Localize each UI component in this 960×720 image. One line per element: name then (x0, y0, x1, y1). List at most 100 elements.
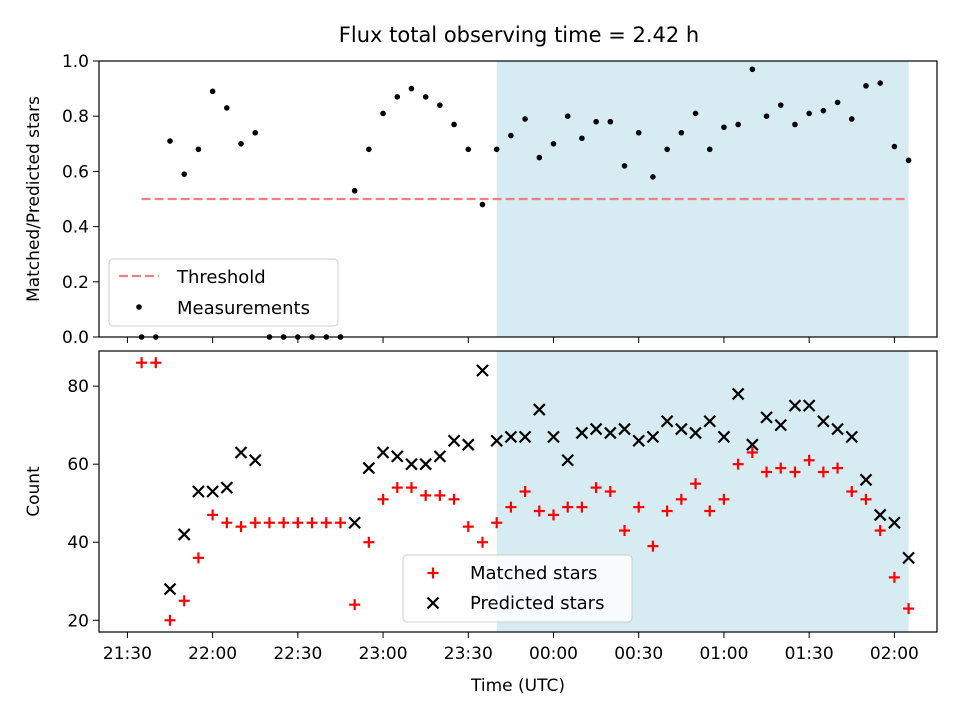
measurement-point (820, 107, 827, 114)
matched-point (136, 357, 148, 369)
measurement-point (848, 116, 855, 122)
matched-point (647, 540, 659, 552)
matched-point (420, 489, 432, 501)
predicted-point (888, 516, 901, 530)
marker-stroke (902, 551, 915, 565)
predicted-point (703, 414, 717, 428)
matched-point (505, 501, 517, 513)
y-tick-label: 0.2 (62, 273, 89, 293)
marker-stroke (632, 434, 646, 448)
legend-measurements-label: Measurements (177, 298, 310, 319)
matched-point (732, 458, 744, 470)
matched-point (306, 517, 318, 529)
measurement-point (536, 154, 543, 161)
legend-bottom: Matched stars Predicted stars (402, 554, 633, 623)
predicted-point (390, 450, 404, 463)
y-tick-label: 0.0 (62, 328, 89, 348)
measurement-point (607, 118, 614, 125)
measurement-point (195, 146, 202, 153)
predicted-point (462, 438, 475, 451)
predicted-point (192, 485, 205, 498)
matched-point (434, 489, 446, 501)
y-tick-label: 20 (67, 611, 89, 631)
predicted-point (447, 434, 461, 448)
axes-frame (98, 60, 938, 338)
measurement-point (493, 146, 500, 153)
predicted-point (746, 438, 759, 451)
marker-stroke (873, 508, 887, 522)
predicted-point (788, 399, 802, 412)
matched-point (604, 486, 616, 497)
x-axis-label: Time (UTC) (470, 676, 565, 696)
matched-point (718, 493, 730, 505)
marker-stroke (717, 430, 731, 444)
measurement-point (351, 187, 358, 194)
predicted-point (561, 453, 574, 467)
measurement-point (422, 94, 429, 100)
matched-point (661, 505, 673, 517)
predicted-point (604, 426, 617, 440)
measurement-point (721, 124, 727, 131)
matched-point (633, 501, 645, 513)
marker-stroke (575, 426, 589, 440)
x-tick-label: 22:30 (273, 644, 322, 664)
predicted-point (177, 528, 191, 541)
predicted-point (234, 446, 248, 459)
marker-stroke (604, 426, 617, 440)
matched-point (846, 486, 858, 497)
predicted-point (902, 551, 915, 565)
matched-point (491, 517, 503, 529)
marker-stroke (561, 453, 574, 467)
measurement-point (621, 163, 628, 169)
y-tick-label: 60 (67, 455, 89, 475)
measurement-point (792, 121, 798, 128)
predicted-point (717, 430, 731, 444)
matched-point (761, 466, 773, 478)
matched-point (363, 536, 375, 548)
measurement-point (366, 146, 372, 153)
matched-point (278, 517, 290, 529)
y-tick-label: 80 (67, 377, 89, 397)
matched-point (150, 357, 162, 369)
matched-point (874, 525, 886, 537)
matched-point (789, 466, 801, 478)
marker-stroke (760, 411, 773, 424)
x-tick-label: 23:30 (444, 644, 493, 664)
matched-point (377, 493, 389, 505)
matched-point (860, 493, 872, 505)
matched-point (817, 466, 829, 478)
y-tick-label: 1.0 (62, 52, 89, 72)
matched-point (405, 482, 417, 494)
measurement-point (508, 132, 514, 139)
marker-stroke (476, 364, 489, 377)
marker-stroke (660, 414, 674, 428)
marker-stroke (362, 461, 376, 475)
matched-point (704, 505, 716, 517)
matched-point (178, 595, 190, 607)
y-tick-label: 0.6 (62, 162, 89, 182)
marker-stroke (419, 457, 432, 471)
measurement-point (465, 146, 472, 153)
measurement-point (238, 141, 244, 147)
legend-top: Threshold Measurements (108, 258, 339, 327)
measurement-point (763, 113, 770, 119)
measurement-point (451, 121, 457, 128)
x-tick-label: 01:00 (699, 644, 748, 664)
predicted-point (575, 426, 589, 440)
marker-stroke (703, 414, 717, 428)
matched-point (619, 525, 631, 537)
matched-point (221, 517, 233, 529)
marker-stroke (533, 403, 546, 416)
marker-stroke (817, 414, 830, 428)
matched-point (548, 509, 560, 521)
predicted-point (163, 582, 177, 596)
matched-point (249, 517, 261, 529)
y-axis-label: Matched/Predicted stars (24, 96, 44, 302)
measurement-point (635, 129, 642, 136)
y-tick-label: 0.8 (62, 107, 89, 127)
marker-stroke (447, 434, 461, 448)
predicted-point (206, 485, 219, 498)
predicted-point (632, 434, 646, 448)
x-tick-label: 21:30 (103, 644, 152, 664)
